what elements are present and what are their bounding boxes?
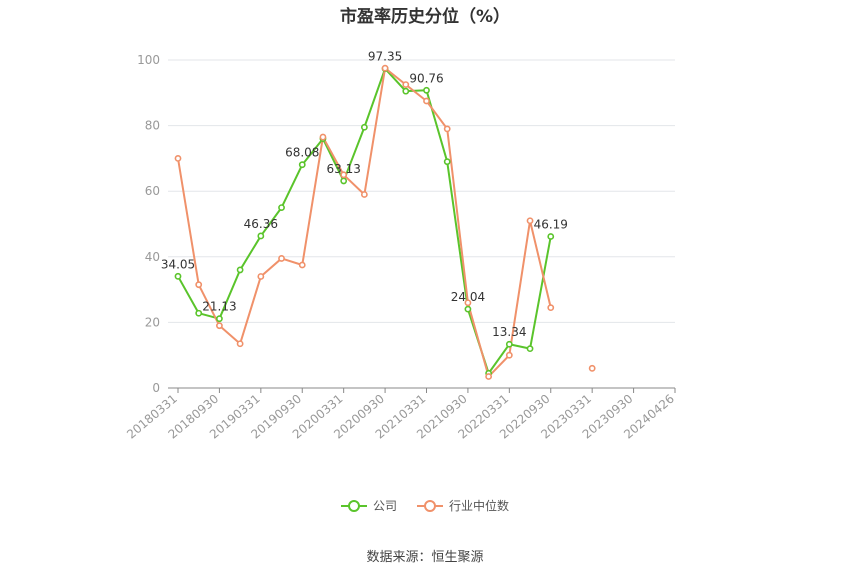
legend-item-industry[interactable]: 行业中位数 xyxy=(417,497,509,514)
data-point-company xyxy=(257,232,265,240)
y-tick-label: 0 xyxy=(152,381,160,395)
data-point-company xyxy=(195,309,203,317)
data-point-company xyxy=(464,305,472,313)
data-point-company xyxy=(340,177,348,185)
legend: 公司 行业中位数 xyxy=(0,497,850,514)
data-point-industry xyxy=(360,191,368,198)
y-tick-label: 60 xyxy=(145,184,160,198)
data-point-company xyxy=(402,87,410,95)
data-label: 21.13 xyxy=(202,300,236,314)
legend-company-swatch xyxy=(340,499,367,513)
data-point-industry xyxy=(547,304,555,312)
data-point-industry xyxy=(464,299,472,307)
legend-item-company[interactable]: 公司 xyxy=(340,497,397,514)
data-point-company xyxy=(526,345,534,353)
legend-industry-swatch xyxy=(417,499,443,513)
data-point-industry xyxy=(381,64,389,72)
data-point-company xyxy=(423,86,430,94)
data-label: 13.34 xyxy=(492,325,526,339)
y-tick-label: 20 xyxy=(145,315,160,329)
data-point-industry xyxy=(278,255,285,262)
data-point-company xyxy=(505,340,513,348)
data-point-industry xyxy=(319,133,327,141)
data-label: 97.35 xyxy=(368,50,402,64)
data-point-industry xyxy=(236,340,244,348)
data-point-industry xyxy=(216,322,223,330)
data-point-industry xyxy=(505,351,513,359)
y-tick-label: 100 xyxy=(137,53,160,67)
data-point-company xyxy=(443,158,451,166)
data-point-industry xyxy=(340,171,348,179)
data-point-industry xyxy=(195,281,203,289)
data-point-industry xyxy=(174,154,182,162)
data-point-company xyxy=(360,123,368,131)
data-point-industry xyxy=(298,261,306,269)
data-label: 63.13 xyxy=(326,162,360,176)
data-point-company xyxy=(547,233,555,240)
data-point-industry xyxy=(402,81,410,88)
data-label: 90.76 xyxy=(409,71,443,85)
data-point-company xyxy=(174,272,182,280)
data-point-company xyxy=(298,161,306,169)
data-point-company xyxy=(216,315,223,323)
data-label: 68.08 xyxy=(285,146,319,160)
legend-company-label: 公司 xyxy=(372,499,397,513)
data-point-industry xyxy=(257,273,265,280)
data-point-industry xyxy=(485,373,493,380)
data-point-industry xyxy=(423,97,430,105)
y-tick-label: 40 xyxy=(145,250,160,264)
data-point-company xyxy=(236,266,244,274)
data-point-industry xyxy=(588,364,596,372)
legend-industry-label: 行业中位数 xyxy=(449,499,510,513)
data-label: 46.36 xyxy=(244,217,278,231)
data-label: 34.05 xyxy=(161,257,195,271)
data-point-company xyxy=(278,204,285,211)
data-point-industry xyxy=(526,217,534,225)
data-point-industry xyxy=(443,125,451,133)
data-label: 46.19 xyxy=(534,217,568,231)
source-note: 数据来源：恒生聚源 xyxy=(366,550,484,565)
data-label: 24.04 xyxy=(451,290,485,304)
chart-title: 市盈率历史分位（%） xyxy=(339,7,511,27)
y-tick-label: 80 xyxy=(145,119,160,133)
